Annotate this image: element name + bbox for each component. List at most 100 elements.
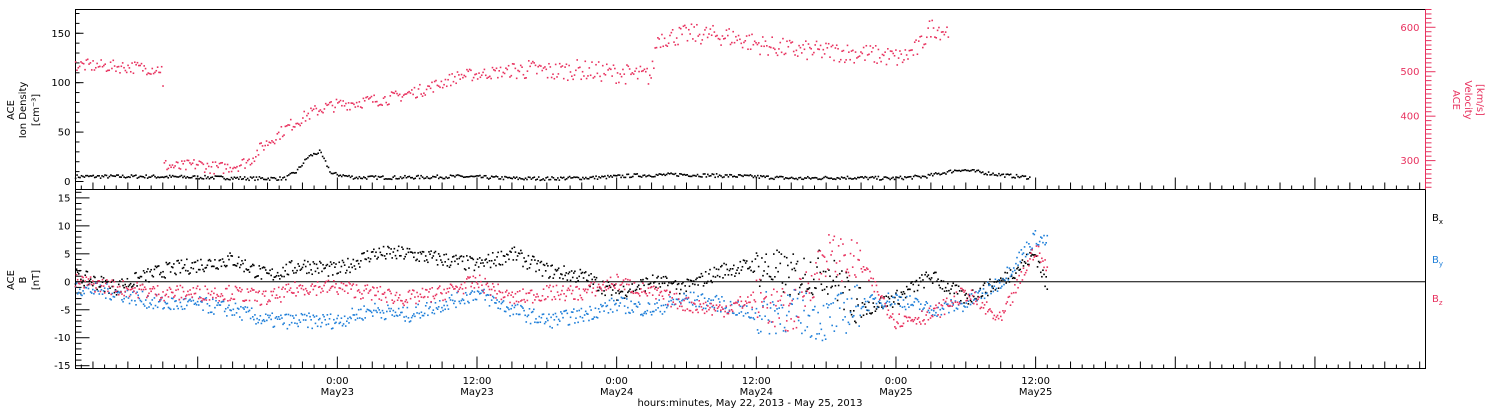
data-point-Bz [534, 299, 536, 301]
data-point-Bx [513, 246, 516, 249]
data-point-density [686, 173, 689, 176]
data-point-Bz [431, 287, 434, 289]
data-point-velocity [511, 63, 514, 65]
data-point-Bz [1023, 274, 1026, 276]
data-point-velocity [805, 40, 807, 42]
data-point-Bx [742, 259, 745, 261]
data-point-Bx [917, 284, 920, 287]
data-point-Bx [420, 253, 423, 255]
data-point-density [673, 173, 675, 176]
data-point-Bz [320, 291, 322, 294]
data-point-Bx [842, 291, 844, 294]
data-point-Bx [462, 255, 465, 258]
data-point-Bz [812, 296, 815, 298]
data-point-By [751, 308, 753, 311]
data-point-velocity [834, 47, 837, 49]
data-point-Bz [379, 285, 382, 288]
data-point-Bz [423, 295, 426, 298]
data-point-velocity [842, 49, 845, 52]
data-point-Bx [550, 265, 552, 267]
data-point-Bz [587, 288, 589, 291]
data-point-density [342, 174, 345, 176]
data-point-Bx [348, 266, 350, 268]
data-point-Bz [176, 285, 178, 287]
data-point-velocity [771, 36, 773, 39]
data-point-By [239, 316, 241, 318]
data-point-density [132, 175, 134, 178]
data-point-velocity [562, 77, 565, 80]
data-point-By [998, 281, 1001, 284]
data-point-density [929, 174, 931, 176]
data-point-Bz [343, 290, 346, 293]
data-point-density [271, 177, 274, 179]
data-point-Bz [565, 295, 568, 298]
data-point-velocity [752, 43, 755, 46]
data-point-Bx [140, 275, 143, 278]
data-point-Bx [417, 252, 419, 254]
data-point-Bz [446, 287, 449, 290]
data-point-Bx [1004, 271, 1006, 274]
data-point-velocity [466, 68, 468, 71]
data-point-By [483, 288, 485, 291]
data-point-Bz [1011, 301, 1014, 303]
data-point-density [1011, 176, 1013, 179]
data-point-By [910, 304, 912, 306]
data-point-Bx [594, 278, 597, 281]
data-point-By [833, 330, 836, 332]
data-point-By [814, 305, 816, 308]
data-point-density [590, 176, 593, 179]
data-point-Bx [160, 271, 162, 274]
data-point-density [121, 174, 124, 177]
data-point-Bz [690, 301, 693, 304]
data-point-Bx [229, 252, 231, 254]
data-point-Bx [104, 279, 107, 282]
data-point-density [1002, 173, 1005, 176]
data-point-Bx [222, 261, 225, 263]
data-point-Bx [258, 265, 261, 267]
data-point-density [773, 178, 775, 181]
data-point-density [115, 174, 118, 176]
data-point-Bx [154, 265, 157, 268]
data-point-By [398, 314, 401, 316]
data-point-Bz [752, 291, 755, 294]
data-point-By [801, 332, 803, 335]
data-point-By [498, 300, 501, 303]
data-point-velocity [269, 142, 272, 144]
data-point-velocity [170, 166, 172, 169]
data-point-Bz [874, 280, 877, 283]
data-point-By [714, 295, 717, 298]
data-point-density [555, 179, 558, 181]
data-point-Bx [295, 271, 297, 274]
data-point-velocity [919, 35, 921, 38]
data-point-velocity [556, 76, 558, 78]
data-point-Bz [288, 289, 291, 292]
data-point-By [451, 299, 454, 302]
data-point-Bx [971, 289, 974, 291]
data-point-density [279, 176, 281, 178]
data-point-Bz [143, 286, 146, 288]
data-point-By [565, 309, 568, 312]
data-point-Bx [353, 265, 356, 267]
data-point-Bx [1036, 266, 1039, 268]
data-point-By [1018, 251, 1020, 254]
data-point-Bx [143, 272, 146, 274]
data-point-Bx [687, 279, 690, 281]
data-point-Bx [998, 279, 1001, 282]
data-point-density [562, 176, 565, 179]
data-point-Bx [631, 283, 633, 285]
data-point-Bz [558, 298, 561, 301]
data-point-By [755, 307, 758, 310]
data-point-velocity [587, 75, 589, 77]
data-point-velocity [630, 73, 632, 76]
data-point-Bz [231, 293, 234, 295]
data-point-Bz [965, 299, 967, 302]
data-point-velocity [85, 59, 88, 61]
data-point-By [379, 311, 382, 314]
data-point-By [153, 297, 156, 299]
data-point-Bx [194, 261, 197, 263]
data-point-density [582, 176, 584, 179]
data-point-velocity [381, 104, 384, 106]
data-point-Bx [324, 267, 326, 269]
data-point-Bz [518, 290, 521, 292]
data-point-Bz [375, 294, 377, 297]
